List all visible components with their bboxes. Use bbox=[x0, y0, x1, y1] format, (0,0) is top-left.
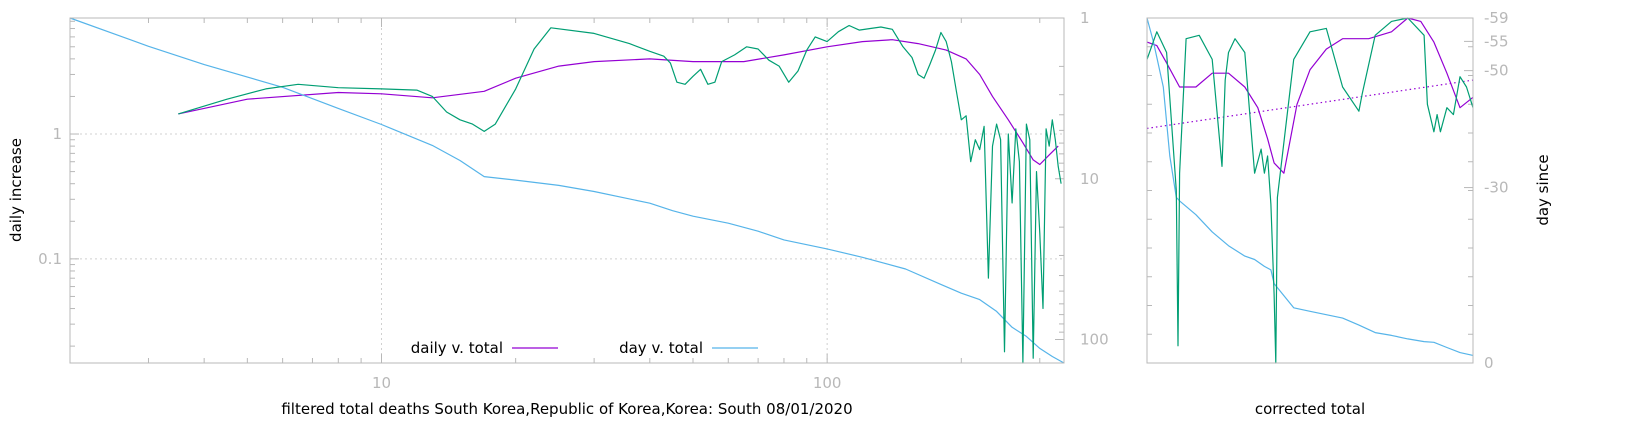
right-y2-tick-label: -50 bbox=[1484, 62, 1509, 80]
y2-tick-label: 1 bbox=[1080, 9, 1090, 27]
legend-label-daily: daily v. total bbox=[411, 339, 503, 357]
right-y-axis-title: day since bbox=[1534, 154, 1552, 225]
right-series-line-day bbox=[1146, 17, 1474, 356]
right-x-axis-title: corrected total bbox=[1255, 400, 1365, 418]
left-minor-ticks bbox=[69, 17, 1064, 363]
right-tick-labels: -59 -55 -50 -30 0 bbox=[1484, 9, 1509, 372]
right-plot-frame bbox=[1146, 17, 1474, 364]
right-plot-panel: -59 -55 -50 -30 0 corrected total day since bbox=[1146, 9, 1552, 418]
left-x-axis-title: filtered total deaths South Korea,Republ… bbox=[281, 400, 852, 418]
left-plot-frame bbox=[69, 17, 1065, 364]
series-line-day bbox=[69, 17, 1065, 364]
left-y-axis-title: daily increase bbox=[7, 138, 25, 242]
left-grid bbox=[70, 18, 1064, 363]
y-tick-label: 0.1 bbox=[38, 250, 62, 268]
right-y2-tick-label: 0 bbox=[1484, 354, 1494, 372]
right-series-line-daily bbox=[1146, 17, 1474, 174]
right-series-group bbox=[1146, 17, 1474, 364]
right-y2-tick-label: -30 bbox=[1484, 179, 1509, 197]
x-tick-label: 10 bbox=[372, 374, 391, 392]
y2-tick-label: 10 bbox=[1080, 170, 1099, 188]
series-line-daily bbox=[178, 39, 1059, 166]
right-series-line-daily bbox=[1146, 79, 1474, 129]
left-series-group bbox=[69, 17, 1065, 364]
right-y2-tick-label: -59 bbox=[1484, 9, 1509, 27]
left-legend: daily v. total day v. total bbox=[411, 339, 758, 357]
left-plot-panel: 10 100 1 0.1 1 10 100 daily v. total day v. to… bbox=[7, 9, 1109, 418]
y2-tick-label: 100 bbox=[1080, 331, 1109, 349]
x-tick-label: 100 bbox=[813, 374, 842, 392]
y-tick-label: 1 bbox=[52, 125, 62, 143]
series-line-green bbox=[178, 24, 1062, 364]
legend-label-day: day v. total bbox=[619, 339, 703, 357]
left-tick-labels: 10 100 1 0.1 1 10 100 bbox=[38, 9, 1109, 392]
right-y2-tick-label: -55 bbox=[1484, 32, 1509, 50]
